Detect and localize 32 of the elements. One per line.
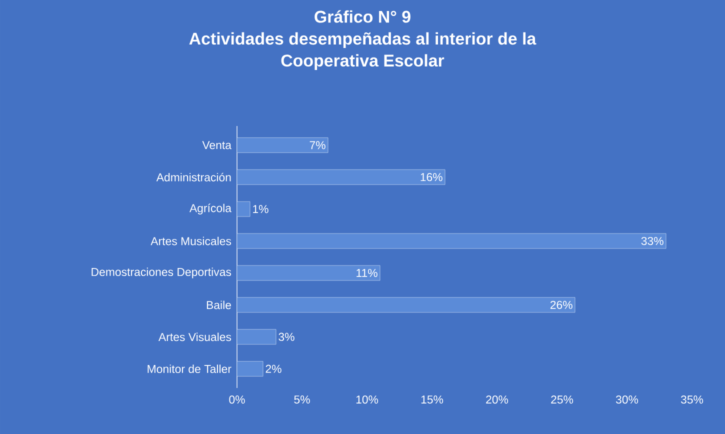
bar — [237, 329, 276, 345]
bar — [237, 265, 380, 281]
data-label: 3% — [278, 332, 294, 341]
chart-title: Gráfico N° 9 Actividades desempeñadas al interior de la Cooperativa Escolar — [189, 10, 536, 70]
data-label: 33% — [641, 236, 664, 246]
x-tick-label: 20% — [486, 396, 508, 404]
data-label: 16% — [420, 173, 442, 182]
data-label: 2% — [266, 364, 282, 373]
x-tick-label: 0% — [229, 396, 245, 404]
y-tick-label: Agrícola — [189, 204, 232, 214]
y-tick-label: Venta — [202, 141, 232, 150]
y-tick-label: Demostraciones Deportivas — [92, 268, 232, 278]
y-tick-label: Artes Musicales — [150, 236, 232, 246]
data-label: 7% — [310, 141, 326, 150]
data-label: 11% — [356, 268, 378, 277]
bar — [237, 169, 446, 185]
y-tick-label: Artes Visuales — [158, 332, 232, 342]
bar — [237, 137, 328, 153]
x-tick-label: 35% — [680, 396, 704, 404]
bar — [237, 233, 666, 249]
y-tick-label: Baile — [206, 300, 231, 310]
x-tick-label: 30% — [616, 396, 638, 404]
bar — [237, 361, 264, 377]
x-tick-label: 5% — [294, 396, 310, 404]
data-label: 1% — [253, 205, 268, 214]
y-tick-label: Administración — [156, 172, 231, 182]
bar — [237, 297, 576, 313]
y-tick-label: Monitor de Taller — [148, 364, 232, 374]
x-tick-label: 25% — [551, 396, 574, 404]
x-tick-label: 15% — [421, 396, 444, 404]
data-label: 26% — [550, 300, 572, 309]
x-tick-label: 10% — [356, 396, 378, 404]
